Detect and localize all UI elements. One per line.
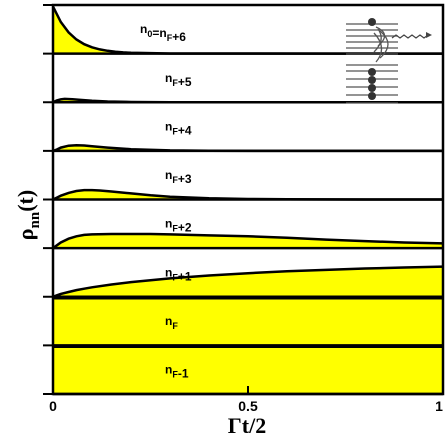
panel-label-4: nF+2	[165, 217, 192, 235]
y-axis-label: ρnn(t)	[13, 190, 43, 240]
panel-4: nF+2	[43, 217, 444, 250]
panel-label-7: nF-1	[165, 363, 189, 381]
x-axis-label: Γt/2	[228, 413, 266, 438]
panel-2: nF+4	[43, 119, 443, 153]
panel-label-3: nF+3	[165, 168, 192, 186]
x-ticks: 0 0.5 1	[49, 386, 444, 414]
panel-label-2: nF+4	[165, 119, 192, 137]
panels-layer: n0=nF+6 nF+5 nF+4 nF+3 nF+2 nF+1 nF nF-1	[43, 4, 444, 396]
panel-5: nF+1	[43, 265, 444, 298]
panel-label-6: nF	[165, 314, 178, 331]
panel-label-5: nF+1	[165, 265, 192, 283]
panel-fill-0	[53, 6, 443, 54]
panel-7: nF-1	[43, 345, 443, 396]
x-tick-label-0: 0	[49, 398, 57, 414]
x-tick-label-1: 0.5	[238, 398, 258, 414]
panel-curve-5	[52, 265, 444, 298]
panel-fill-5	[53, 266, 443, 297]
panel-3: nF+3	[43, 168, 443, 201]
panel-fill-3	[53, 190, 443, 200]
panel-fill-6	[53, 298, 443, 346]
panel-curve-4	[52, 232, 444, 250]
x-tick-label-2: 1	[435, 398, 443, 414]
inset-level-diagram	[346, 18, 432, 104]
panel-fill-7	[53, 346, 443, 394]
panel-fill-4	[53, 234, 443, 249]
panel-label-0: n0=nF+6	[140, 22, 186, 44]
panel-6: nF	[43, 296, 443, 347]
panel-label-1: nF+5	[165, 71, 192, 89]
panel-1: nF+5	[43, 71, 443, 104]
